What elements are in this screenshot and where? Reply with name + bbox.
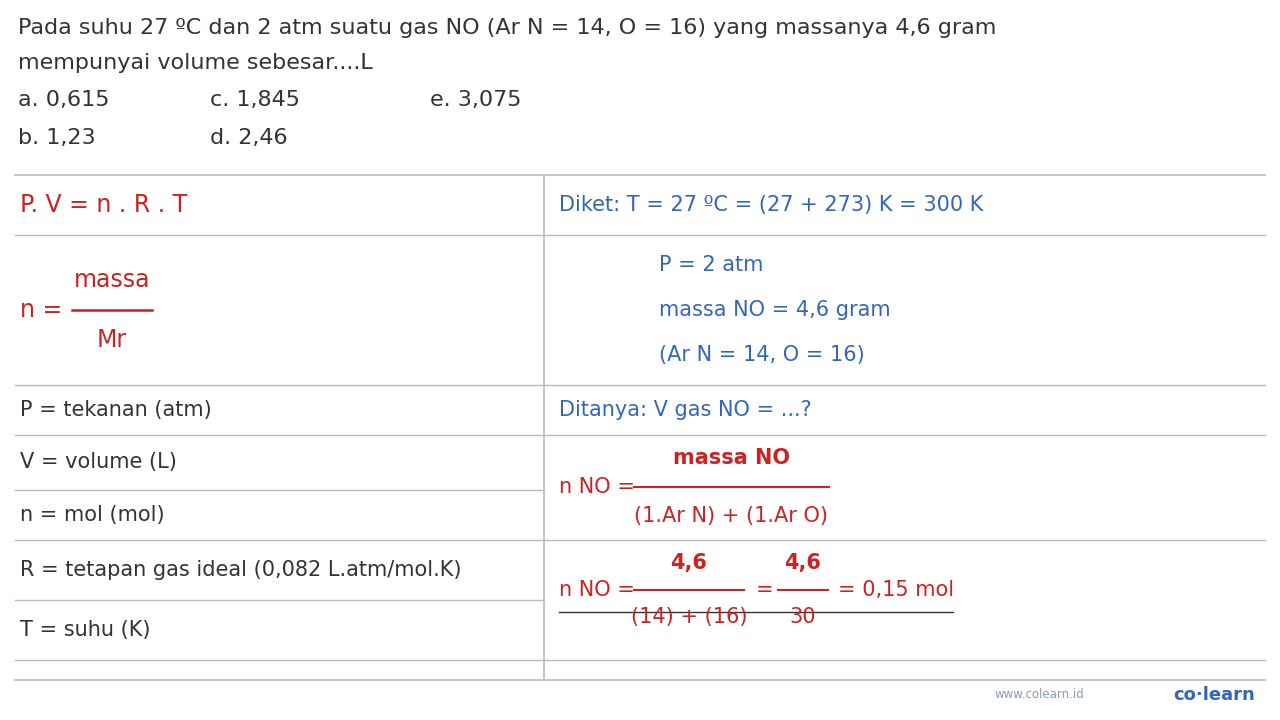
Text: b. 1,23: b. 1,23 bbox=[18, 128, 96, 148]
Text: 30: 30 bbox=[790, 607, 817, 627]
Text: (14) + (16): (14) + (16) bbox=[631, 607, 748, 627]
Text: n =: n = bbox=[20, 298, 69, 322]
Text: co·learn: co·learn bbox=[1172, 686, 1254, 704]
Text: Pada suhu 27 ºC dan 2 atm suatu gas NO (Ar N = 14, O = 16) yang massanya 4,6 gra: Pada suhu 27 ºC dan 2 atm suatu gas NO (… bbox=[18, 18, 996, 38]
Text: www.colearn.id: www.colearn.id bbox=[995, 688, 1084, 701]
Text: e. 3,075: e. 3,075 bbox=[430, 90, 521, 110]
Text: massa NO: massa NO bbox=[673, 448, 790, 468]
Text: P = tekanan (atm): P = tekanan (atm) bbox=[20, 400, 211, 420]
Text: V = volume (L): V = volume (L) bbox=[20, 452, 177, 472]
Text: massa: massa bbox=[74, 268, 150, 292]
Text: Ditanya: V gas NO = ...?: Ditanya: V gas NO = ...? bbox=[559, 400, 812, 420]
Text: mempunyai volume sebesar....L: mempunyai volume sebesar....L bbox=[18, 53, 372, 73]
Text: T = suhu (K): T = suhu (K) bbox=[20, 620, 151, 640]
Text: d. 2,46: d. 2,46 bbox=[210, 128, 288, 148]
Text: P = 2 atm: P = 2 atm bbox=[659, 255, 763, 275]
Text: n = mol (mol): n = mol (mol) bbox=[20, 505, 165, 525]
Text: (1.Ar N) + (1.Ar O): (1.Ar N) + (1.Ar O) bbox=[635, 506, 828, 526]
Text: = 0,15 mol: = 0,15 mol bbox=[838, 580, 954, 600]
Text: n NO =: n NO = bbox=[559, 580, 641, 600]
Text: Mr: Mr bbox=[97, 328, 127, 352]
Text: 4,6: 4,6 bbox=[785, 553, 822, 573]
Text: (Ar N = 14, O = 16): (Ar N = 14, O = 16) bbox=[659, 345, 864, 365]
Text: P. V = n . R . T: P. V = n . R . T bbox=[20, 193, 187, 217]
Text: a. 0,615: a. 0,615 bbox=[18, 90, 110, 110]
Text: =: = bbox=[755, 580, 773, 600]
Text: c. 1,845: c. 1,845 bbox=[210, 90, 300, 110]
Text: R = tetapan gas ideal (0,082 L.atm/mol.K): R = tetapan gas ideal (0,082 L.atm/mol.K… bbox=[20, 560, 462, 580]
Text: n NO =: n NO = bbox=[559, 477, 641, 497]
Text: Diket: T = 27 ºC = (27 + 273) K = 300 K: Diket: T = 27 ºC = (27 + 273) K = 300 K bbox=[559, 195, 983, 215]
Text: massa NO = 4,6 gram: massa NO = 4,6 gram bbox=[659, 300, 891, 320]
Text: 4,6: 4,6 bbox=[671, 553, 708, 573]
